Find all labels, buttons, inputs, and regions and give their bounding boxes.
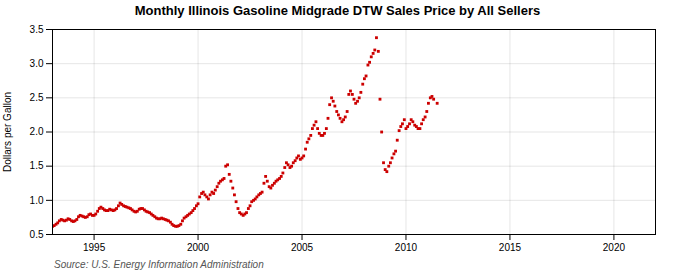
- svg-text:1.0: 1.0: [30, 195, 44, 206]
- svg-text:2010: 2010: [395, 242, 418, 253]
- svg-text:Dollars per Gallon: Dollars per Gallon: [2, 92, 13, 172]
- svg-text:0.5: 0.5: [30, 229, 44, 240]
- svg-text:2005: 2005: [291, 242, 314, 253]
- svg-text:1995: 1995: [83, 242, 106, 253]
- svg-text:3.0: 3.0: [30, 58, 44, 69]
- svg-text:2.0: 2.0: [30, 126, 44, 137]
- svg-text:3.5: 3.5: [30, 24, 44, 35]
- svg-text:2000: 2000: [187, 242, 210, 253]
- svg-text:2020: 2020: [603, 242, 626, 253]
- html-text:Source: U.S. Energy Informatio: Source: U.S. Energy Information Administ…: [54, 259, 264, 270]
- svg-text:1.5: 1.5: [30, 160, 44, 171]
- html-text:Monthly Illinois Gasoline Midg: Monthly Illinois Gasoline Midgrade DTW S…: [134, 3, 541, 18]
- svg-text:2015: 2015: [499, 242, 522, 253]
- svg-text:2.5: 2.5: [30, 92, 44, 103]
